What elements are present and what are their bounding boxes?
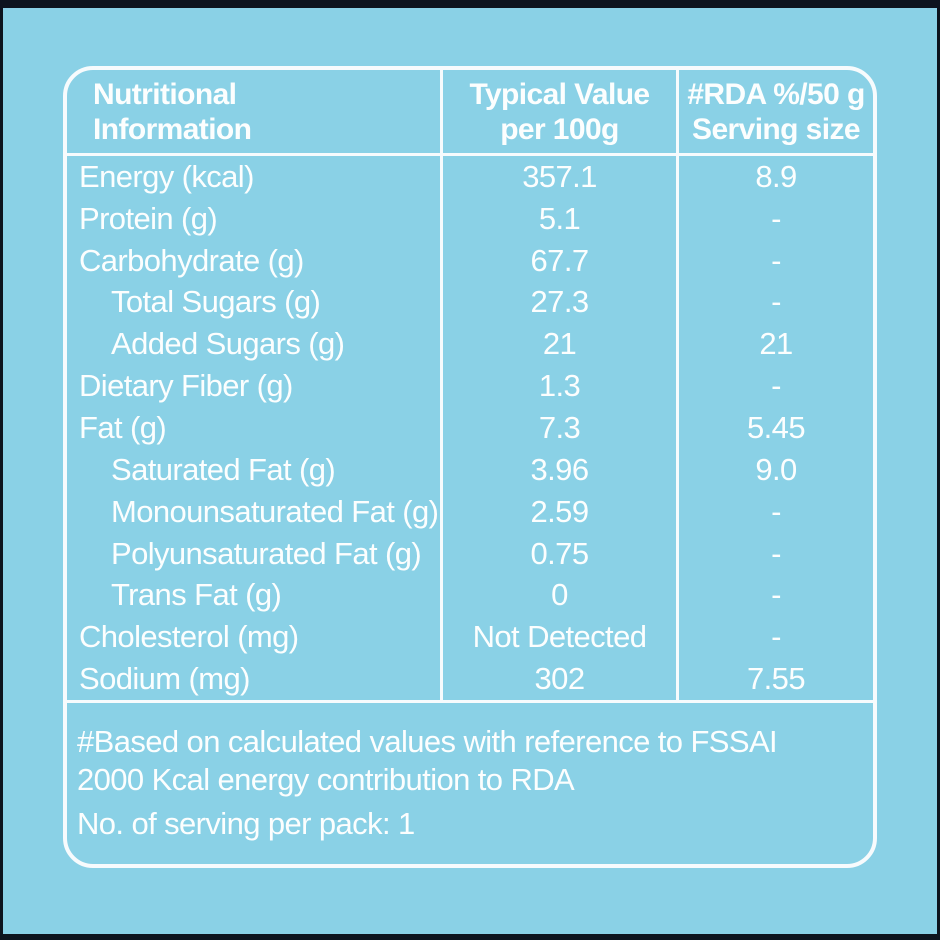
row-rda-dietary-fiber: -: [771, 368, 781, 404]
header-typical-value: Typical Value per 100g: [443, 70, 679, 156]
row-rda-carbohydrate: -: [771, 242, 781, 278]
row-value-dietary-fiber: 1.3: [443, 365, 679, 408]
row-rda-cholesterol: -: [771, 619, 781, 655]
row-rda-energy: 8.9: [755, 158, 797, 194]
row-rda-protein: -: [771, 200, 781, 236]
row-label-sodium: Sodium (mg): [67, 658, 443, 700]
row-value-carbohydrate: 67.7: [443, 239, 679, 282]
row-rda-polyunsaturated-fat: -: [771, 535, 781, 571]
row-label-trans-fat: Trans Fat (g): [67, 574, 443, 617]
row-label-added-sugars: Added Sugars (g): [67, 323, 443, 366]
nutrition-table: Nutritional Information Typical Value pe…: [67, 70, 873, 700]
nutrition-panel: Nutritional Information Typical Value pe…: [63, 66, 877, 868]
row-value-energy: 357.1: [443, 156, 679, 198]
row-label-carbohydrate: Carbohydrate (g): [67, 239, 443, 282]
row-value-cholesterol: Not Detected: [443, 616, 679, 659]
row-rda-trans-fat: -: [771, 577, 781, 613]
row-rda-total-sugars: -: [771, 284, 781, 320]
label-background: Nutritional Information Typical Value pe…: [3, 8, 937, 934]
header-line: #RDA %/50 g: [687, 77, 865, 111]
row-label-fat: Fat (g): [67, 407, 443, 449]
row-label-monounsaturated-fat: Monounsaturated Fat (g): [67, 490, 443, 533]
row-value-total-sugars: 27.3: [443, 281, 679, 324]
row-label-saturated-fat: Saturated Fat (g): [67, 448, 443, 491]
row-label-polyunsaturated-fat: Polyunsaturated Fat (g): [67, 532, 443, 575]
header-line: Typical Value: [469, 77, 650, 111]
row-value-saturated-fat: 3.96: [443, 448, 679, 491]
header-line: per 100g: [500, 112, 619, 146]
row-value-polyunsaturated-fat: 0.75: [443, 532, 679, 575]
row-label-total-sugars: Total Sugars (g): [67, 281, 443, 324]
footnote-line-1: #Based on calculated values with referen…: [77, 723, 778, 759]
header-rda-serving: #RDA %/50 g Serving size: [679, 70, 873, 156]
row-label-energy: Energy (kcal): [67, 156, 443, 198]
header-line: Nutritional: [93, 77, 237, 111]
row-label-dietary-fiber: Dietary Fiber (g): [67, 365, 443, 408]
row-rda-added-sugars: 21: [759, 326, 793, 362]
footnote-section: #Based on calculated values with referen…: [67, 699, 873, 861]
row-label-cholesterol: Cholesterol (mg): [67, 616, 443, 659]
row-value-trans-fat: 0: [443, 574, 679, 617]
row-value-protein: 5.1: [443, 197, 679, 240]
footnote-line-2: 2000 Kcal energy contribution to RDA: [77, 761, 575, 797]
row-value-monounsaturated-fat: 2.59: [443, 490, 679, 533]
header-line: Serving size: [692, 112, 860, 146]
row-value-fat: 7.3: [443, 407, 679, 449]
row-rda-fat: 5.45: [747, 409, 806, 445]
header-line: Information: [93, 112, 252, 146]
header-nutritional-information: Nutritional Information: [67, 70, 443, 156]
row-label-protein: Protein (g): [67, 197, 443, 240]
row-rda-sodium: 7.55: [747, 661, 806, 697]
row-value-added-sugars: 21: [443, 323, 679, 366]
row-rda-saturated-fat: 9.0: [755, 451, 797, 487]
row-rda-monounsaturated-fat: -: [771, 493, 781, 529]
serving-per-pack: No. of serving per pack: 1: [77, 805, 415, 841]
row-value-sodium: 302: [443, 658, 679, 700]
